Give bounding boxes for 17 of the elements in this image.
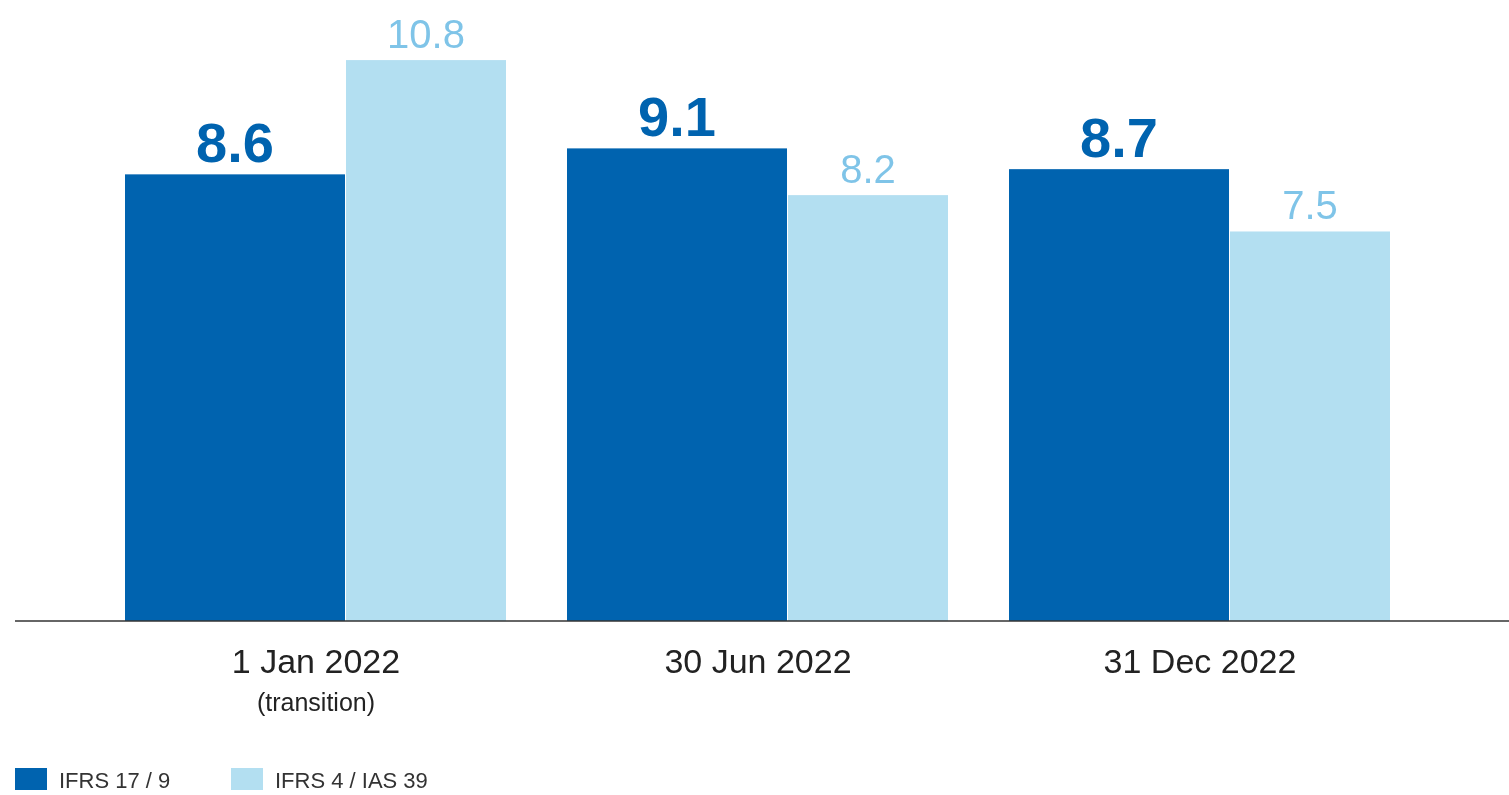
bar <box>346 60 506 621</box>
bar <box>567 148 787 621</box>
bar <box>788 195 948 621</box>
x-tick-label: 1 Jan 2022 (transition) <box>231 642 401 716</box>
bar <box>125 174 345 621</box>
bar <box>1230 231 1390 621</box>
data-label: 8.2 <box>840 147 896 192</box>
bar <box>1009 169 1229 621</box>
x-tick-label: 30 Jun 2022 <box>664 642 852 680</box>
x-tick-label: 31 Dec 2022 <box>1103 642 1297 680</box>
data-label: 8.6 <box>196 111 274 175</box>
data-label: 9.1 <box>638 85 716 149</box>
legend-label: IFRS 17 / 9 <box>59 768 171 793</box>
legend-label: IFRS 4 / IAS 39 <box>275 768 428 793</box>
data-label: 8.7 <box>1080 106 1158 170</box>
data-label: 10.8 <box>387 12 465 57</box>
data-label: 7.5 <box>1282 183 1338 228</box>
